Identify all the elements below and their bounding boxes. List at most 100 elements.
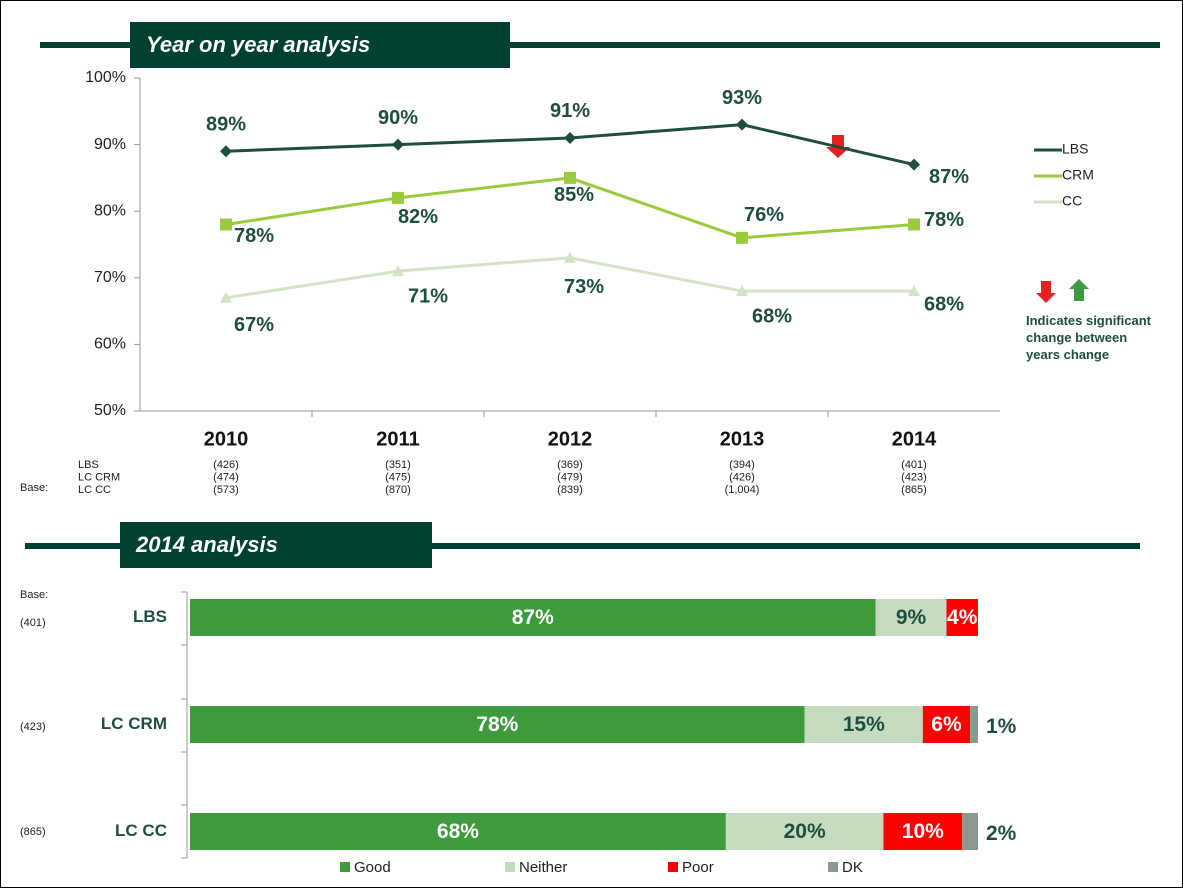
header-box (130, 22, 510, 68)
data-label: 87% (929, 166, 969, 188)
legend-label: Good (354, 859, 391, 876)
base-value: (865) (901, 484, 927, 496)
bar-segment (190, 813, 726, 850)
data-label: 9% (896, 606, 927, 629)
x-tick-label: 2013 (720, 428, 765, 450)
marker (908, 285, 920, 297)
legend-arrow-down (1036, 281, 1056, 303)
header-line (40, 42, 1160, 48)
bar-segment (875, 599, 947, 636)
data-label: 90% (378, 107, 418, 129)
base-row-label: LC CC (78, 484, 111, 496)
header-box (120, 522, 432, 568)
data-label: 71% (408, 285, 448, 307)
marker (736, 285, 748, 297)
line (225, 123, 915, 167)
data-label: 68% (437, 820, 479, 843)
marker (220, 218, 232, 231)
marker (392, 265, 404, 277)
bar-segment (725, 813, 884, 850)
base-value: (426) (213, 459, 239, 471)
data-label: 10% (902, 820, 944, 843)
marker (220, 145, 232, 158)
legend-label: LBS (1062, 141, 1088, 157)
x-tick-label: 2012 (548, 428, 593, 450)
legend-label: CC (1062, 193, 1082, 209)
base-value: (401) (20, 617, 46, 629)
category-label: LBS (133, 607, 167, 626)
legend-label: CRM (1062, 167, 1094, 183)
legend-label: Poor (682, 859, 714, 876)
marker (564, 131, 576, 144)
marker (736, 231, 748, 244)
data-label: 73% (564, 276, 604, 298)
legend-swatch (505, 862, 515, 872)
base-value: (573) (213, 484, 239, 496)
marker (908, 218, 920, 231)
data-label: 91% (550, 100, 590, 122)
bar-segment (883, 813, 963, 850)
base-row-label: LBS (78, 459, 99, 471)
legend-swatch (340, 862, 350, 872)
category-label: LC CC (115, 821, 167, 840)
legend-note: Indicates significant change between yea… (1026, 313, 1151, 362)
y-tick-label: 60% (94, 336, 126, 353)
x-tick-label: 2010 (204, 428, 249, 450)
x-tick-label: 2014 (892, 428, 937, 450)
data-label: 93% (722, 87, 762, 109)
x-tick-label: 2011 (376, 428, 419, 450)
data-label: 89% (206, 114, 246, 136)
base-value: (474) (213, 471, 239, 483)
header-line (25, 543, 1140, 549)
data-label: 78% (234, 225, 274, 247)
base-value: (839) (557, 484, 583, 496)
bar-segment (922, 706, 971, 743)
marker (392, 191, 404, 204)
y-tick-label: 80% (94, 202, 126, 219)
base-value: (351) (385, 459, 411, 471)
bar-segment (804, 706, 923, 743)
bar-segment (970, 706, 978, 743)
data-label: 68% (752, 305, 792, 327)
marker (564, 251, 576, 263)
marker (736, 118, 748, 131)
data-label: 76% (744, 204, 784, 226)
base-value: (423) (901, 471, 927, 483)
y-tick-label: 70% (94, 269, 126, 286)
y-tick-label: 50% (94, 402, 126, 419)
legend-arrow-up (1069, 279, 1089, 301)
base-value: (475) (385, 471, 411, 483)
data-label: 82% (398, 206, 438, 228)
data-label: 15% (843, 713, 885, 736)
base-value: (423) (20, 721, 46, 733)
legend-swatch (668, 862, 678, 872)
marker (392, 138, 404, 151)
data-label: 78% (924, 209, 964, 231)
base-value: (394) (729, 459, 755, 471)
bar-segment (190, 599, 876, 636)
y-tick-label: 90% (94, 136, 126, 153)
marker (908, 158, 920, 171)
data-label: 78% (476, 713, 518, 736)
data-label: 1% (986, 715, 1017, 738)
base-value: (401) (901, 459, 927, 471)
data-label: 67% (234, 314, 274, 336)
base-row-label: LC CRM (78, 471, 120, 483)
base-value: (426) (729, 471, 755, 483)
base-value: (1,004) (725, 484, 760, 496)
data-label: 2% (986, 822, 1017, 845)
chart-title: 2014 analysis (135, 532, 278, 557)
marker (564, 171, 576, 184)
legend-label: Neither (519, 859, 567, 876)
data-label: 68% (924, 293, 964, 315)
chart-title: Year on year analysis (146, 32, 370, 57)
data-label: 20% (784, 820, 826, 843)
legend-swatch (828, 862, 838, 872)
base-label: Base: (20, 589, 48, 601)
bar-segment (962, 813, 978, 850)
data-label: 87% (512, 606, 554, 629)
data-label: 85% (554, 184, 594, 206)
base-value: (870) (385, 484, 411, 496)
base-label: Base: (20, 482, 48, 494)
